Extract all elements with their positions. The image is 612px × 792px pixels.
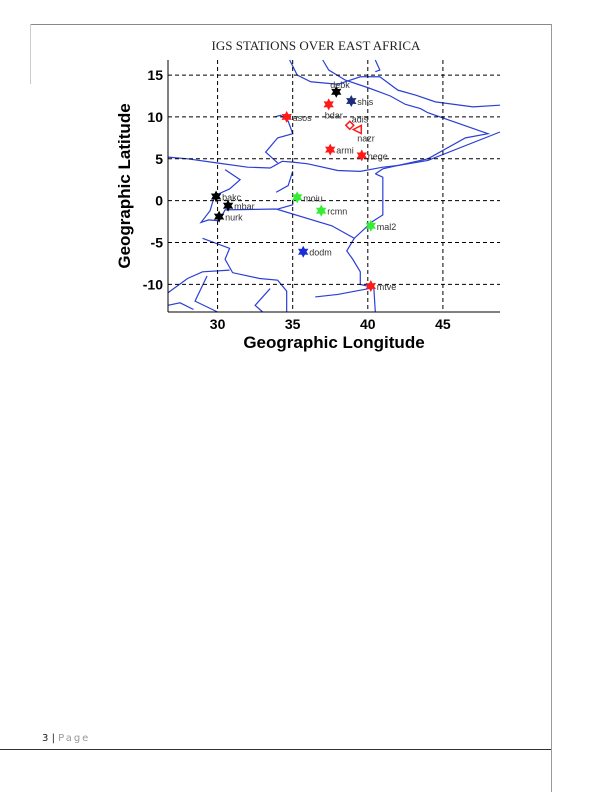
y-tick-label: 15 bbox=[147, 67, 163, 83]
station-marker-bdar bbox=[323, 98, 334, 111]
coastline-border-11 bbox=[194, 275, 218, 313]
station-marker-dodm bbox=[298, 245, 309, 258]
coastline-border-9 bbox=[202, 237, 288, 312]
station-label: asos bbox=[293, 113, 313, 123]
coastline-border-0 bbox=[289, 59, 501, 108]
coastline-border-10 bbox=[167, 269, 230, 294]
station-label: rcmn bbox=[327, 207, 347, 217]
page-border-top bbox=[30, 24, 552, 25]
page-footer: 3 | Page bbox=[42, 733, 90, 744]
page-label: Page bbox=[58, 733, 91, 744]
station-label: moiu bbox=[303, 193, 323, 203]
y-axis-label: Geographic Latitude bbox=[115, 103, 134, 268]
station-marker-asos bbox=[281, 110, 292, 123]
coastline-border-7 bbox=[277, 200, 294, 210]
coastline-border-8 bbox=[275, 171, 294, 193]
y-tick-label: -10 bbox=[143, 276, 163, 292]
station-label: mal2 bbox=[377, 222, 397, 232]
station-label: debk bbox=[330, 80, 350, 90]
y-tick-label: 0 bbox=[155, 193, 163, 209]
chart-title: IGS STATIONS OVER EAST AFRICA bbox=[211, 38, 421, 53]
station-marker-rcmn bbox=[316, 204, 327, 217]
station-marker-nazr bbox=[351, 124, 363, 135]
station-label: armi bbox=[336, 146, 354, 156]
station-marker-nurk bbox=[213, 210, 225, 223]
coastline-border-14 bbox=[167, 302, 194, 311]
station-marker-bakc bbox=[210, 190, 222, 203]
coastline-border-3 bbox=[167, 131, 501, 172]
y-tick-label: -5 bbox=[151, 235, 164, 251]
station-label: bakc bbox=[222, 192, 242, 202]
station-label: adis bbox=[352, 114, 369, 124]
page-number: 3 bbox=[42, 733, 49, 744]
station-marker-shis bbox=[346, 95, 357, 107]
station-label: shis bbox=[357, 97, 374, 107]
station-marker-mal2 bbox=[365, 219, 376, 232]
coastline-border-6 bbox=[346, 238, 376, 313]
x-tick-label: 40 bbox=[360, 316, 376, 332]
x-tick-label: 35 bbox=[285, 316, 301, 332]
station-marker-debk bbox=[331, 85, 342, 98]
station-label: nege bbox=[368, 151, 388, 161]
footer-separator: | bbox=[51, 733, 55, 744]
station-marker-mtve bbox=[365, 280, 376, 292]
station-marker-mbar bbox=[222, 199, 234, 212]
coastline-border-13 bbox=[315, 287, 374, 298]
page-border-right bbox=[551, 24, 552, 792]
station-marker-armi bbox=[325, 143, 336, 156]
coastline-border-2 bbox=[374, 59, 381, 73]
station-label: dodm bbox=[309, 248, 332, 258]
x-axis-label: Geographic Longitude bbox=[243, 333, 424, 352]
page-border-left bbox=[30, 24, 31, 84]
y-tick-label: 10 bbox=[147, 109, 163, 125]
station-label: mtve bbox=[377, 282, 397, 292]
station-marker-moiu bbox=[292, 191, 303, 204]
station-label: mbar bbox=[234, 202, 255, 212]
station-marker-adis bbox=[344, 120, 355, 131]
x-tick-label: 45 bbox=[435, 316, 451, 332]
station-marker-nege bbox=[356, 149, 367, 162]
station-label: bdar bbox=[325, 110, 343, 120]
coastline-border-12 bbox=[254, 288, 271, 313]
station-label: nurk bbox=[225, 213, 243, 223]
station-label: nazr bbox=[357, 133, 375, 143]
coastline-border-4 bbox=[264, 114, 294, 164]
coastline-border-5 bbox=[199, 169, 384, 240]
x-tick-label: 30 bbox=[210, 316, 226, 332]
y-tick-label: 5 bbox=[155, 151, 163, 167]
footer-rule bbox=[0, 749, 551, 750]
